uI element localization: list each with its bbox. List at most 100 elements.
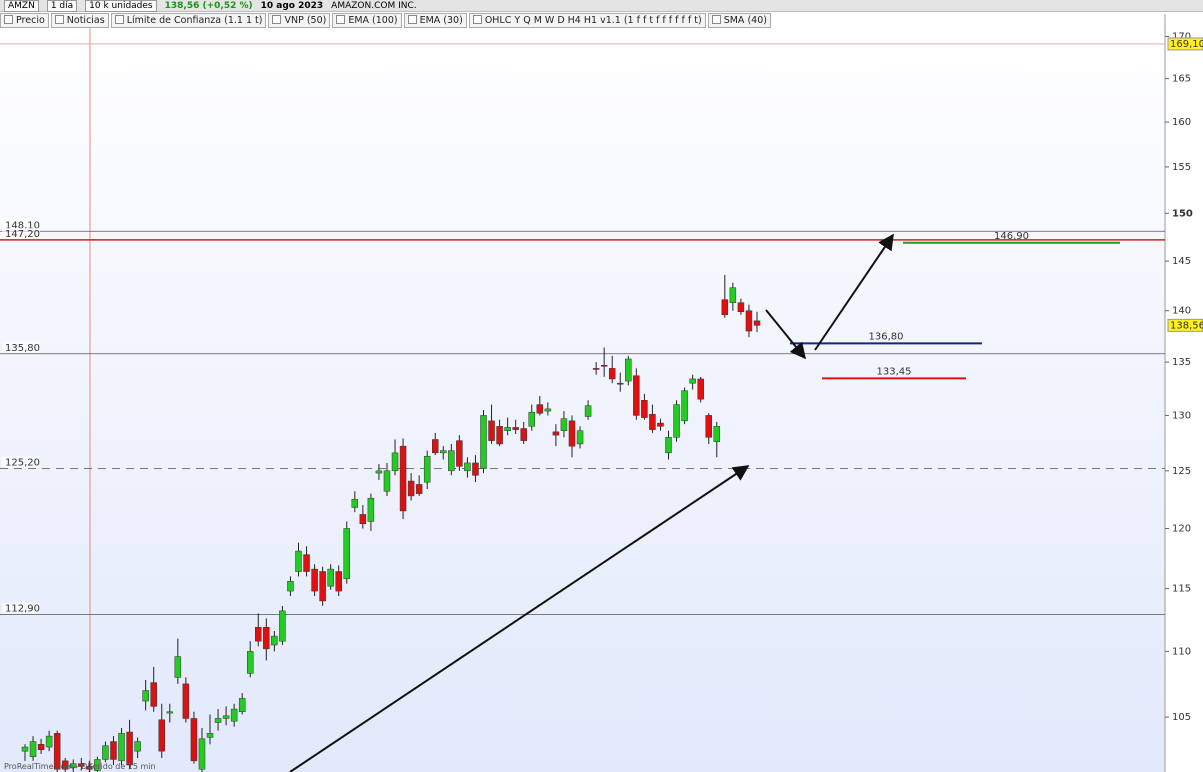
candle-body <box>222 715 230 719</box>
y-tick-label: 140 <box>1172 306 1191 317</box>
y-tick-label: 115 <box>1172 584 1191 595</box>
candle-body <box>271 635 278 646</box>
candle-body <box>745 310 753 332</box>
indicator[interactable]: EMA (30) <box>403 12 467 28</box>
level-label-box <box>2 341 40 353</box>
candle-body <box>343 528 351 580</box>
candle-body <box>399 445 407 512</box>
candle-body <box>279 610 286 642</box>
candle-body <box>45 735 53 748</box>
candle-body <box>576 430 584 445</box>
candle-body <box>705 415 712 438</box>
period[interactable]: 1 día <box>46 0 78 12</box>
candle-body <box>665 437 672 454</box>
candle-body <box>61 760 69 770</box>
candle-body <box>94 759 101 771</box>
candle-body <box>600 364 608 367</box>
candle-body <box>327 568 334 587</box>
candle-body <box>263 626 270 650</box>
candle-body <box>536 404 544 414</box>
candle-body <box>488 420 495 441</box>
candle-body <box>496 426 503 445</box>
candle-body <box>303 554 310 572</box>
y-tick-label: 130 <box>1172 410 1191 421</box>
candle-body <box>351 499 359 508</box>
indicator[interactable]: VNP (50) <box>268 12 331 28</box>
y-tick-label: 135 <box>1172 357 1191 368</box>
candle-body <box>737 302 745 312</box>
y-tick-label: 155 <box>1172 162 1191 173</box>
candle-body <box>206 733 214 738</box>
instrument-name: AMAZON.COM INC. <box>331 0 417 11</box>
candle-body <box>134 741 141 752</box>
level-label-box <box>2 227 40 239</box>
y-tick-label: 110 <box>1172 646 1191 657</box>
candle-body <box>190 718 198 762</box>
target-label: 133,45 <box>877 366 912 377</box>
axis-panel <box>1165 14 1203 772</box>
indicator[interactable]: SMA (40) <box>707 12 771 28</box>
candle-body <box>70 763 77 769</box>
candle-body <box>375 470 383 474</box>
candle-body <box>568 420 576 447</box>
candle-body <box>182 683 190 719</box>
candle-body <box>86 766 93 770</box>
candle-body <box>142 690 149 702</box>
y-tick-label: 120 <box>1172 523 1191 534</box>
candle-body <box>520 428 527 441</box>
target-label: 136,80 <box>869 331 904 342</box>
candle-body <box>504 427 511 431</box>
level-label: 135,80 <box>5 343 40 354</box>
trend-arrow <box>289 465 750 772</box>
toolbar: AMZN 1 día 10 k unidades 138,56 (+0,52 %… <box>0 0 1203 12</box>
symbol[interactable]: AMZN <box>4 0 39 12</box>
level-label: 148,10 <box>5 220 40 231</box>
candle-body <box>440 450 447 454</box>
candle-body <box>552 431 560 436</box>
candle-body <box>37 744 45 751</box>
target-label: 146,90 <box>994 231 1029 242</box>
indicator[interactable]: Límite de Confianza (1.1 1 t) <box>110 12 267 28</box>
indicator[interactable]: Noticias <box>50 12 109 28</box>
indicator-bar: Precio Noticias Límite de Confianza (1.1 1… <box>0 12 773 28</box>
price-tag-label: 138,56 <box>1170 320 1203 331</box>
candle-body <box>560 418 568 431</box>
candle-body <box>448 450 455 472</box>
pullback-arrow <box>765 309 807 360</box>
candle-body <box>53 733 61 770</box>
level-label: 147,20 <box>5 229 40 240</box>
price-tag <box>1167 318 1203 332</box>
candle-body <box>391 452 399 472</box>
indicator[interactable]: EMA (100) <box>332 12 402 28</box>
candle-body <box>319 571 326 602</box>
candle-body <box>311 568 318 592</box>
y-tick-label: 105 <box>1172 712 1191 723</box>
candle-body <box>287 581 294 592</box>
candle-body <box>214 718 222 723</box>
date: 10 ago 2023 <box>260 0 324 11</box>
candle-body <box>528 411 536 427</box>
candle-body <box>230 708 238 722</box>
candle-body <box>713 426 721 442</box>
y-tick-label: 165 <box>1172 74 1191 85</box>
candle-body <box>431 439 439 454</box>
change: 138,56 (+0,52 %) <box>164 0 253 11</box>
level-label-box <box>2 219 40 231</box>
candle-body <box>721 299 729 316</box>
candle-body <box>21 746 29 752</box>
candle-body <box>649 414 656 430</box>
indicator[interactable]: OHLC Y Q M W D H4 H1 v1.1 (1 f f t f f f… <box>468 12 706 28</box>
candle-body <box>456 440 463 467</box>
level-label: 112,90 <box>5 604 40 615</box>
indicator[interactable]: Precio <box>0 12 49 28</box>
price-tag <box>1167 37 1203 51</box>
candle-body <box>544 408 552 412</box>
candle-body <box>359 514 367 525</box>
candle-body <box>681 390 688 422</box>
candle-body <box>246 651 254 674</box>
candle-body <box>464 462 471 472</box>
units[interactable]: 10 k unidades <box>85 0 157 12</box>
y-tick-label: 145 <box>1172 256 1191 267</box>
